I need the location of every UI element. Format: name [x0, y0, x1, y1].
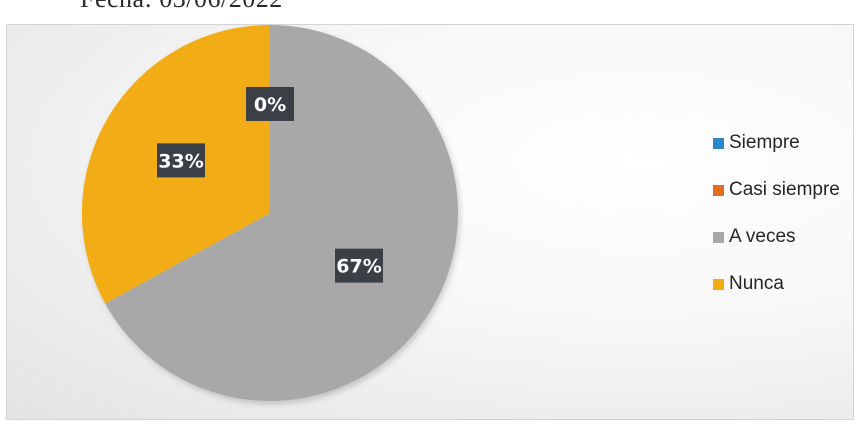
pie-slice-a-veces: [105, 25, 458, 401]
data-label-box-casi-siempre: [246, 86, 294, 121]
chart-legend: Siempre Casi siempre A veces Nunca: [713, 131, 840, 319]
pie-slices: [81, 25, 458, 401]
data-label-text-a-veces: 67%: [336, 256, 381, 278]
legend-label-a-veces: A veces: [729, 226, 796, 247]
legend-swatch-casi-siempre: [713, 184, 724, 196]
data-label-box-a-veces: [335, 248, 384, 283]
pie-chart: 0% 67% 33%: [81, 25, 458, 401]
legend-item-nunca: Nunca: [713, 272, 840, 296]
legend-label-nunca: Nunca: [729, 273, 784, 294]
data-label-casi-siempre: 0%: [246, 86, 294, 121]
legend-swatch-nunca: [713, 278, 724, 290]
data-label-box-nunca: [156, 143, 205, 178]
data-label-a-veces: 67%: [335, 248, 384, 283]
chart-area: 0% 67% 33% Siempre Casi siempre A veces Nu…: [6, 24, 854, 420]
legend-label-casi-siempre: Casi siempre: [729, 179, 840, 200]
legend-label-siempre: Siempre: [729, 132, 800, 153]
data-label-text-nunca: 33%: [158, 150, 203, 172]
data-label-nunca: 33%: [156, 143, 205, 178]
legend-item-siempre: Siempre: [713, 131, 840, 155]
legend-swatch-a-veces: [713, 231, 724, 243]
date-header: Fecha: 03/06/2022: [80, 0, 283, 14]
data-label-text-casi-siempre: 0%: [254, 94, 286, 116]
legend-item-a-veces: A veces: [713, 225, 840, 249]
legend-item-casi-siempre: Casi siempre: [713, 178, 840, 202]
legend-swatch-siempre: [713, 137, 724, 149]
